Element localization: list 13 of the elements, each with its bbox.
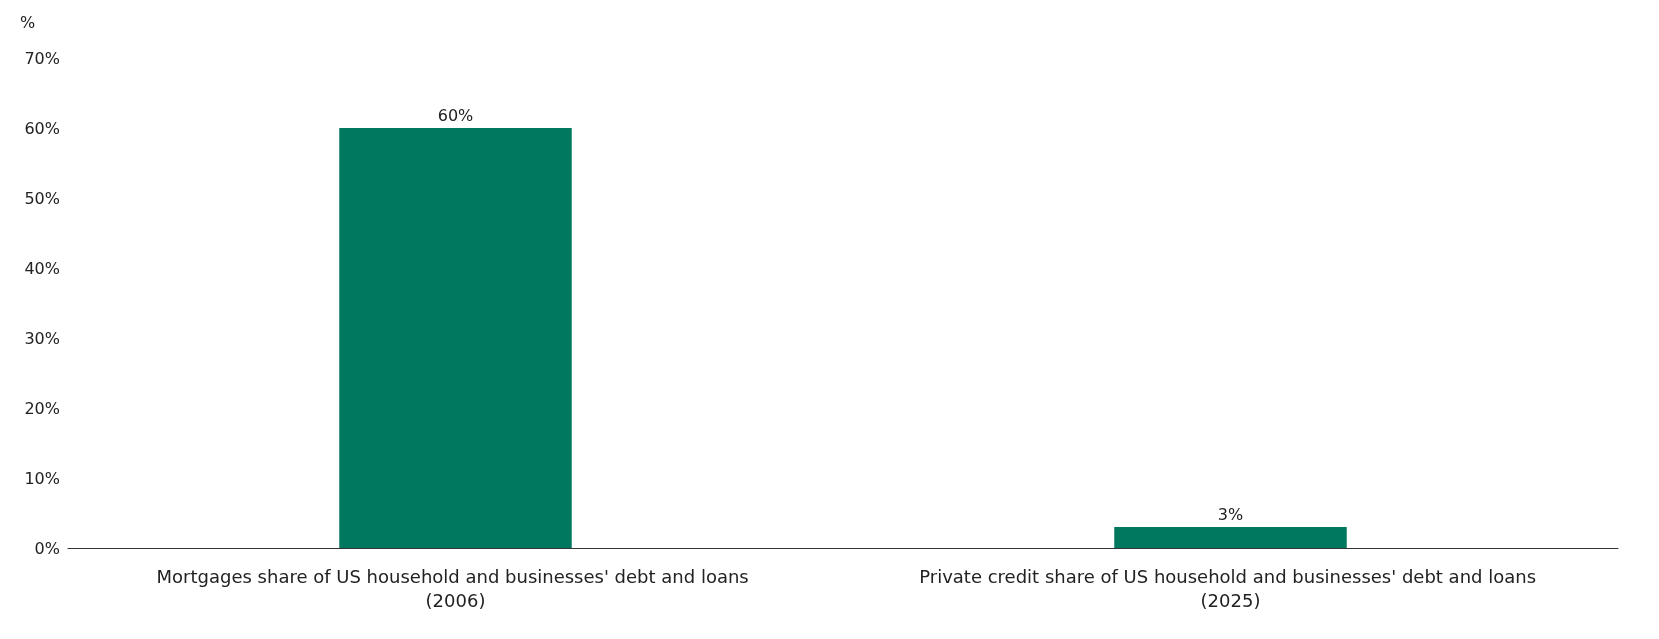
- x-tick-label: Private credit share of US household and businesses' debt and loans (2025): [919, 565, 1542, 611]
- y-tick-label: 20%: [24, 398, 60, 418]
- data-label: 60%: [437, 105, 474, 125]
- data-label: 3%: [1217, 504, 1244, 524]
- y-tick-label: 40%: [24, 258, 60, 278]
- y-tick-label: 50%: [24, 188, 60, 208]
- y-tick-label: 30%: [24, 328, 60, 348]
- x-tick-label: Mortgages share of US household and businesses' debt and loans (2006): [156, 565, 755, 611]
- y-tick-label: 60%: [24, 118, 60, 138]
- y-tick-label: 10%: [24, 468, 60, 488]
- y-tick-label: 70%: [24, 48, 60, 68]
- y-axis-title: %: [20, 12, 36, 32]
- y-tick-label: 0%: [34, 538, 60, 558]
